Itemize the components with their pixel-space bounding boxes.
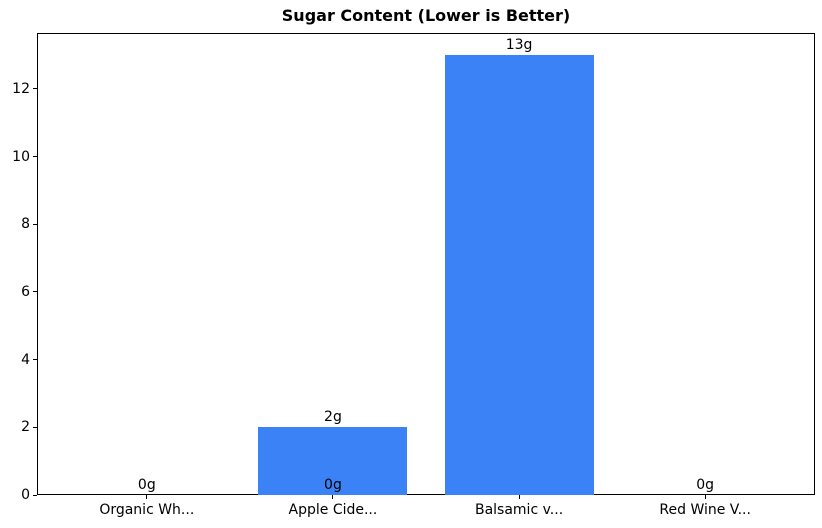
y-tick-mark <box>33 494 37 496</box>
chart-title: Sugar Content (Lower is Better) <box>281 6 571 25</box>
y-tick-mark <box>33 359 37 361</box>
bar-value-label: 0g <box>696 477 715 493</box>
y-tick-label: 12 <box>12 80 30 97</box>
y-tick-label: 10 <box>12 148 30 165</box>
y-tick-label: 6 <box>21 283 30 300</box>
bar-value-label: 2g <box>324 409 342 426</box>
plot-area <box>37 33 815 495</box>
bar-value-label: 13g <box>505 37 533 53</box>
x-tick-label: Apple Cide... <box>288 502 378 518</box>
extra-value-label: 0g <box>324 477 342 493</box>
x-tick-mark <box>332 495 334 499</box>
x-tick-label: Balsamic v... <box>474 502 564 518</box>
y-tick-mark <box>33 426 37 428</box>
y-tick-label: 4 <box>21 351 30 368</box>
x-tick-mark <box>704 495 706 499</box>
y-tick-label: 8 <box>21 216 30 233</box>
x-tick-mark <box>146 495 148 499</box>
bar <box>258 427 408 495</box>
y-tick-mark <box>33 156 37 158</box>
x-tick-label: Organic Wh... <box>99 502 195 518</box>
y-tick-label: 0 <box>21 487 30 503</box>
x-tick-label: Red Wine V... <box>659 502 751 518</box>
y-tick-mark <box>33 223 37 225</box>
bar-value-label: 0g <box>137 477 156 493</box>
y-tick-mark <box>33 88 37 90</box>
y-tick-mark <box>33 291 37 293</box>
y-tick-label: 2 <box>21 419 30 436</box>
bar <box>444 55 594 495</box>
x-tick-mark <box>518 495 520 499</box>
